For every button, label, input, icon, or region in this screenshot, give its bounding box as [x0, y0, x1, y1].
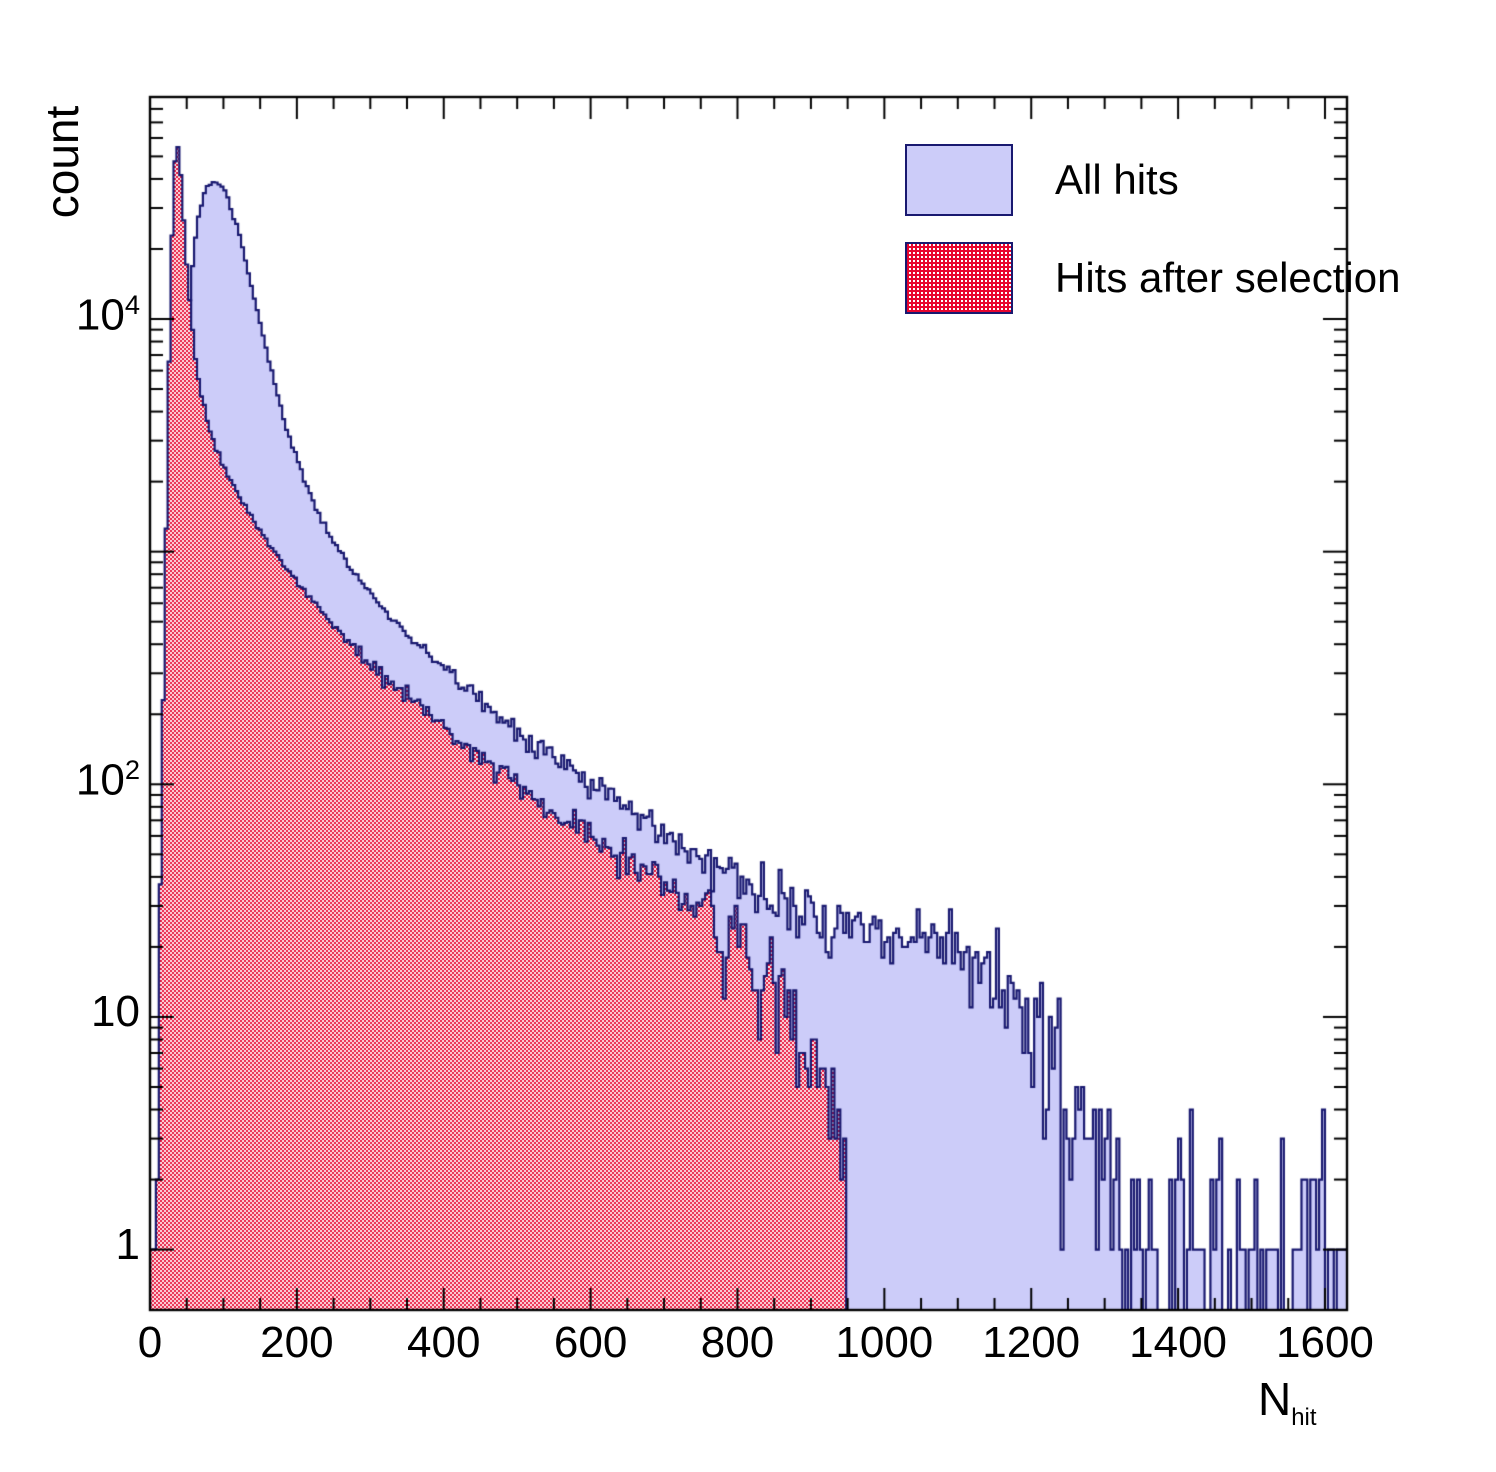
legend-item-all-hits: All hits: [905, 142, 1305, 218]
x-tick-label-1400: 1400: [1129, 1318, 1228, 1367]
y-axis-label: count: [36, 105, 88, 219]
x-tick-label-400: 400: [407, 1318, 481, 1367]
y-tick-label-10: 10: [91, 986, 140, 1036]
legend-swatch-hits-after-selection: [905, 242, 1013, 314]
x-tick-label-200: 200: [260, 1318, 334, 1367]
x-axis-title: Nhit: [1258, 1372, 1316, 1432]
x-tick-label-1200: 1200: [982, 1318, 1081, 1367]
y-tick-label-100: 102: [75, 754, 140, 805]
y-tick-label-10000: 104: [75, 289, 140, 340]
x-tick-label-800: 800: [700, 1318, 775, 1367]
x-tick-label-1600: 1600: [1276, 1318, 1374, 1367]
legend-item-hits-after-selection: Hits after selection: [905, 240, 1400, 316]
x-tick-label-600: 600: [553, 1318, 628, 1367]
x-axis-title-main: N: [1258, 1373, 1292, 1425]
legend-label-all-hits: All hits: [1055, 156, 1179, 203]
legend-label-hits-after-selection: Hits after selection: [1055, 254, 1401, 301]
legend: All hits Hits after selection: [905, 142, 1400, 338]
y-tick-label-1: 1: [115, 1219, 140, 1269]
x-tick-label-1000: 1000: [835, 1318, 934, 1367]
x-axis-title-subscript: hit: [1291, 1404, 1317, 1432]
x-tick-label-0: 0: [137, 1318, 163, 1367]
legend-swatch-all-hits: [905, 144, 1013, 216]
